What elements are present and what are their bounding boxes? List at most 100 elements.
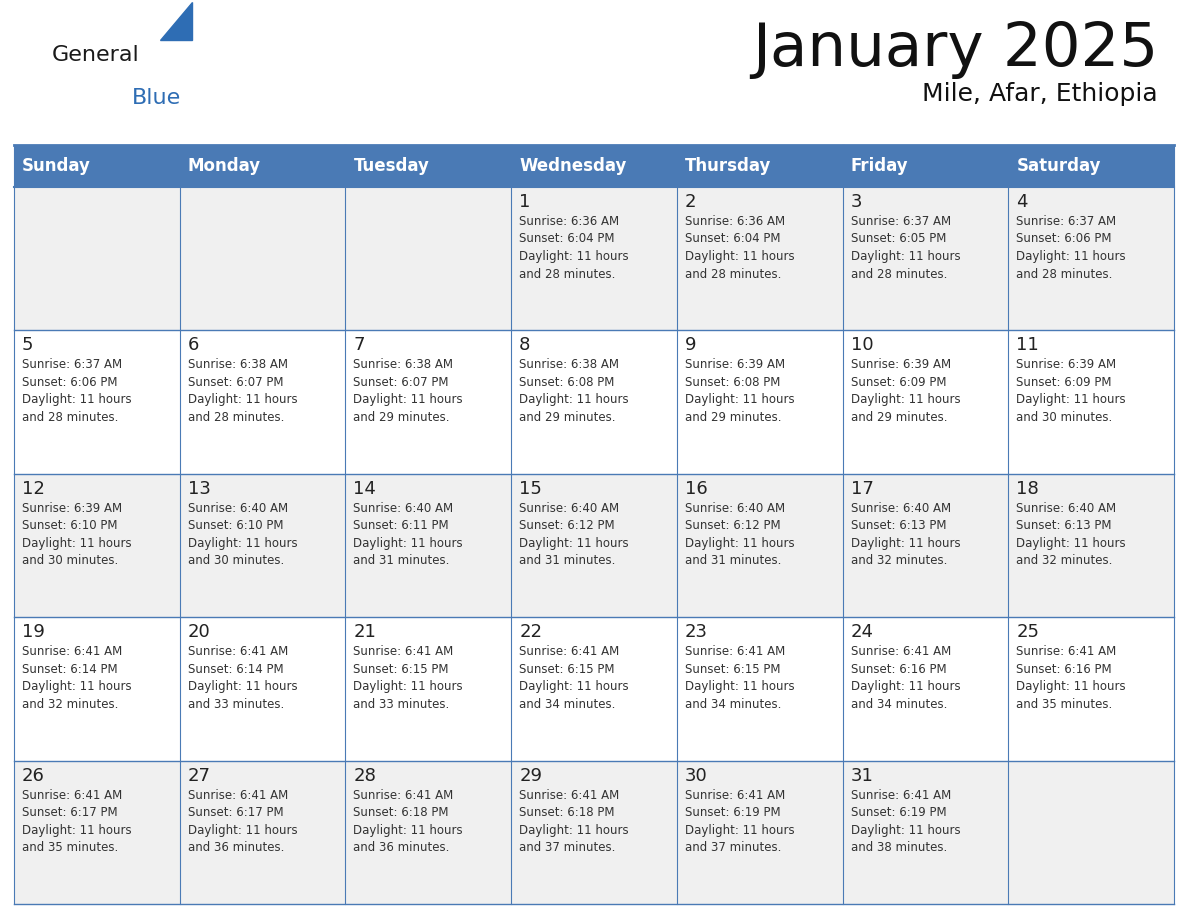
Text: and 28 minutes.: and 28 minutes. (851, 267, 947, 281)
Text: and 28 minutes.: and 28 minutes. (519, 267, 615, 281)
Text: 11: 11 (1016, 336, 1040, 354)
Text: Sunset: 6:04 PM: Sunset: 6:04 PM (519, 232, 614, 245)
Text: 4: 4 (1016, 193, 1028, 211)
Text: Sunset: 6:06 PM: Sunset: 6:06 PM (1016, 232, 1112, 245)
Text: 1: 1 (519, 193, 531, 211)
Text: and 30 minutes.: and 30 minutes. (188, 554, 284, 567)
Text: Daylight: 11 hours: Daylight: 11 hours (23, 680, 132, 693)
Text: Daylight: 11 hours: Daylight: 11 hours (1016, 250, 1126, 263)
Text: Sunrise: 6:41 AM: Sunrise: 6:41 AM (851, 789, 950, 801)
Bar (14, 145, 179, 187)
Text: Sunrise: 6:38 AM: Sunrise: 6:38 AM (188, 358, 287, 372)
Text: Sunset: 6:19 PM: Sunset: 6:19 PM (851, 806, 946, 819)
Text: 30: 30 (684, 767, 708, 785)
Text: 9: 9 (684, 336, 696, 354)
Text: Sunrise: 6:39 AM: Sunrise: 6:39 AM (851, 358, 950, 372)
Text: Daylight: 11 hours: Daylight: 11 hours (23, 537, 132, 550)
Text: Mile, Afar, Ethiopia: Mile, Afar, Ethiopia (922, 82, 1158, 106)
Text: and 31 minutes.: and 31 minutes. (684, 554, 782, 567)
Text: and 29 minutes.: and 29 minutes. (519, 411, 615, 424)
Text: 24: 24 (851, 623, 873, 641)
Text: General: General (52, 45, 140, 65)
Text: 5: 5 (23, 336, 33, 354)
Text: 14: 14 (353, 480, 377, 498)
Bar (511, 145, 677, 187)
Text: Sunrise: 6:41 AM: Sunrise: 6:41 AM (23, 645, 122, 658)
Text: and 28 minutes.: and 28 minutes. (23, 411, 119, 424)
Bar (1009, 145, 1174, 187)
Text: and 28 minutes.: and 28 minutes. (684, 267, 782, 281)
Text: 17: 17 (851, 480, 873, 498)
Text: 7: 7 (353, 336, 365, 354)
Text: Daylight: 11 hours: Daylight: 11 hours (188, 680, 297, 693)
Text: Daylight: 11 hours: Daylight: 11 hours (188, 823, 297, 836)
Text: Sunrise: 6:40 AM: Sunrise: 6:40 AM (851, 502, 950, 515)
Text: Sunset: 6:15 PM: Sunset: 6:15 PM (684, 663, 781, 676)
Text: 25: 25 (1016, 623, 1040, 641)
Text: Daylight: 11 hours: Daylight: 11 hours (684, 250, 795, 263)
Text: 2: 2 (684, 193, 696, 211)
Text: Daylight: 11 hours: Daylight: 11 hours (353, 680, 463, 693)
Text: 22: 22 (519, 623, 542, 641)
Text: 27: 27 (188, 767, 210, 785)
Text: Sunset: 6:10 PM: Sunset: 6:10 PM (188, 520, 283, 532)
Text: Sunset: 6:05 PM: Sunset: 6:05 PM (851, 232, 946, 245)
Bar (842, 145, 1009, 187)
Text: Sunrise: 6:39 AM: Sunrise: 6:39 AM (1016, 358, 1117, 372)
Text: and 32 minutes.: and 32 minutes. (851, 554, 947, 567)
Text: 6: 6 (188, 336, 200, 354)
Text: and 34 minutes.: and 34 minutes. (851, 698, 947, 711)
Text: Sunrise: 6:40 AM: Sunrise: 6:40 AM (1016, 502, 1117, 515)
Text: Sunrise: 6:41 AM: Sunrise: 6:41 AM (188, 789, 287, 801)
Text: Sunset: 6:16 PM: Sunset: 6:16 PM (851, 663, 946, 676)
Text: 26: 26 (23, 767, 45, 785)
Bar (14, 330, 1174, 474)
Text: Sunrise: 6:41 AM: Sunrise: 6:41 AM (684, 789, 785, 801)
Text: 18: 18 (1016, 480, 1040, 498)
Text: and 34 minutes.: and 34 minutes. (684, 698, 782, 711)
Text: Sunrise: 6:41 AM: Sunrise: 6:41 AM (1016, 645, 1117, 658)
Text: 29: 29 (519, 767, 542, 785)
Text: Sunrise: 6:40 AM: Sunrise: 6:40 AM (353, 502, 454, 515)
Text: Sunrise: 6:41 AM: Sunrise: 6:41 AM (851, 645, 950, 658)
Text: Daylight: 11 hours: Daylight: 11 hours (188, 537, 297, 550)
Text: and 36 minutes.: and 36 minutes. (188, 841, 284, 854)
Text: Monday: Monday (188, 157, 261, 175)
Text: Daylight: 11 hours: Daylight: 11 hours (1016, 394, 1126, 407)
Text: 16: 16 (684, 480, 708, 498)
Text: and 30 minutes.: and 30 minutes. (1016, 411, 1112, 424)
Text: Daylight: 11 hours: Daylight: 11 hours (519, 680, 628, 693)
Text: Sunset: 6:14 PM: Sunset: 6:14 PM (188, 663, 284, 676)
Text: and 30 minutes.: and 30 minutes. (23, 554, 119, 567)
Text: Sunrise: 6:36 AM: Sunrise: 6:36 AM (684, 215, 785, 228)
Text: 13: 13 (188, 480, 210, 498)
Text: Sunrise: 6:37 AM: Sunrise: 6:37 AM (851, 215, 950, 228)
Text: Sunset: 6:17 PM: Sunset: 6:17 PM (188, 806, 284, 819)
Text: Sunset: 6:07 PM: Sunset: 6:07 PM (353, 375, 449, 389)
Text: Sunrise: 6:40 AM: Sunrise: 6:40 AM (188, 502, 287, 515)
Text: Sunset: 6:10 PM: Sunset: 6:10 PM (23, 520, 118, 532)
Text: and 28 minutes.: and 28 minutes. (188, 411, 284, 424)
Text: Sunrise: 6:41 AM: Sunrise: 6:41 AM (353, 645, 454, 658)
Bar (179, 145, 346, 187)
Text: Daylight: 11 hours: Daylight: 11 hours (23, 823, 132, 836)
Text: Daylight: 11 hours: Daylight: 11 hours (353, 823, 463, 836)
Text: Daylight: 11 hours: Daylight: 11 hours (684, 823, 795, 836)
Text: Daylight: 11 hours: Daylight: 11 hours (23, 394, 132, 407)
Text: Daylight: 11 hours: Daylight: 11 hours (851, 250, 960, 263)
Bar (677, 145, 842, 187)
Text: 12: 12 (23, 480, 45, 498)
Text: Sunrise: 6:41 AM: Sunrise: 6:41 AM (519, 645, 619, 658)
Bar (14, 187, 1174, 330)
Text: Daylight: 11 hours: Daylight: 11 hours (519, 250, 628, 263)
Text: Sunset: 6:13 PM: Sunset: 6:13 PM (1016, 520, 1112, 532)
Text: 21: 21 (353, 623, 377, 641)
Text: and 35 minutes.: and 35 minutes. (23, 841, 119, 854)
Text: Sunset: 6:04 PM: Sunset: 6:04 PM (684, 232, 781, 245)
Text: Daylight: 11 hours: Daylight: 11 hours (1016, 680, 1126, 693)
Text: Wednesday: Wednesday (519, 157, 626, 175)
Text: Sunset: 6:07 PM: Sunset: 6:07 PM (188, 375, 283, 389)
Text: Sunrise: 6:36 AM: Sunrise: 6:36 AM (519, 215, 619, 228)
Text: Daylight: 11 hours: Daylight: 11 hours (684, 537, 795, 550)
Text: Sunrise: 6:37 AM: Sunrise: 6:37 AM (1016, 215, 1117, 228)
